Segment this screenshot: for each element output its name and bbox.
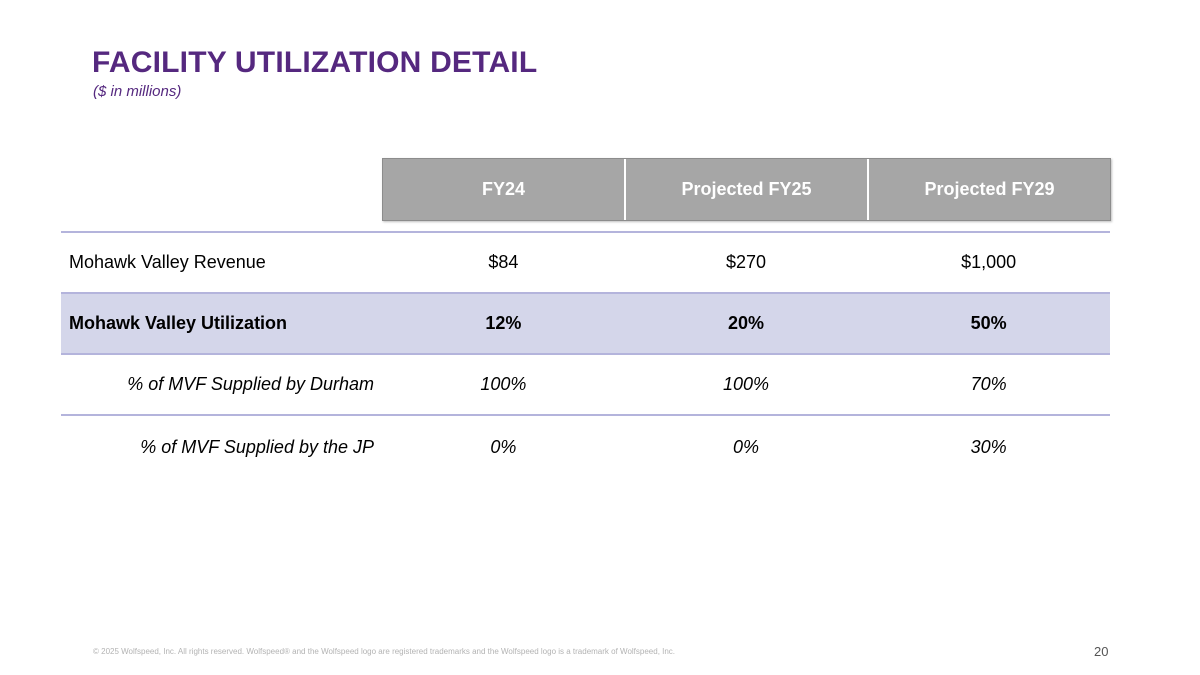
table-row-durham: % of MVF Supplied by Durham 100% 100% 70… xyxy=(61,355,1110,416)
table-header-row: FY24 Projected FY25 Projected FY29 xyxy=(382,158,1111,221)
cell-fy29: 30% xyxy=(970,437,1007,457)
slide-subtitle: ($ in millions) xyxy=(93,83,182,100)
row-label: % of MVF Supplied by Durham xyxy=(127,374,374,394)
row-label: Mohawk Valley Utilization xyxy=(69,313,288,333)
cell-fy29: 70% xyxy=(970,374,1007,394)
table-row-jp: % of MVF Supplied by the JP 0% 0% 30% xyxy=(61,417,1110,478)
cell-fy25: $270 xyxy=(725,252,767,272)
header-fy24: FY24 xyxy=(481,179,526,199)
row-label: % of MVF Supplied by the JP xyxy=(140,437,374,457)
table-row-utilization: Mohawk Valley Utilization 12% 20% 50% xyxy=(61,294,1110,355)
cell-fy24: 12% xyxy=(485,313,522,333)
cell-fy29: 50% xyxy=(970,313,1007,333)
cell-fy25: 0% xyxy=(733,437,760,457)
cell-fy24: 100% xyxy=(480,374,527,394)
cell-fy25: 100% xyxy=(722,374,770,394)
cell-fy29: $1,000 xyxy=(961,252,1017,272)
cell-fy24: 0% xyxy=(490,437,517,457)
slide-title: FACILITY UTILIZATION DETAIL xyxy=(92,46,538,79)
copyright-footer: © 2025 Wolfspeed, Inc. All rights reserv… xyxy=(93,647,676,656)
cell-fy25: 20% xyxy=(727,313,765,333)
cell-fy24: $84 xyxy=(488,252,519,272)
table-row-revenue: Mohawk Valley Revenue $84 $270 $1,000 xyxy=(61,233,1110,294)
row-label: Mohawk Valley Revenue xyxy=(69,252,266,272)
page-number: 20 xyxy=(1094,644,1109,659)
header-projected-fy25: Projected FY25 xyxy=(624,159,867,220)
header-projected-fy29: Projected FY29 xyxy=(867,159,1110,220)
table-divider xyxy=(61,231,1110,233)
